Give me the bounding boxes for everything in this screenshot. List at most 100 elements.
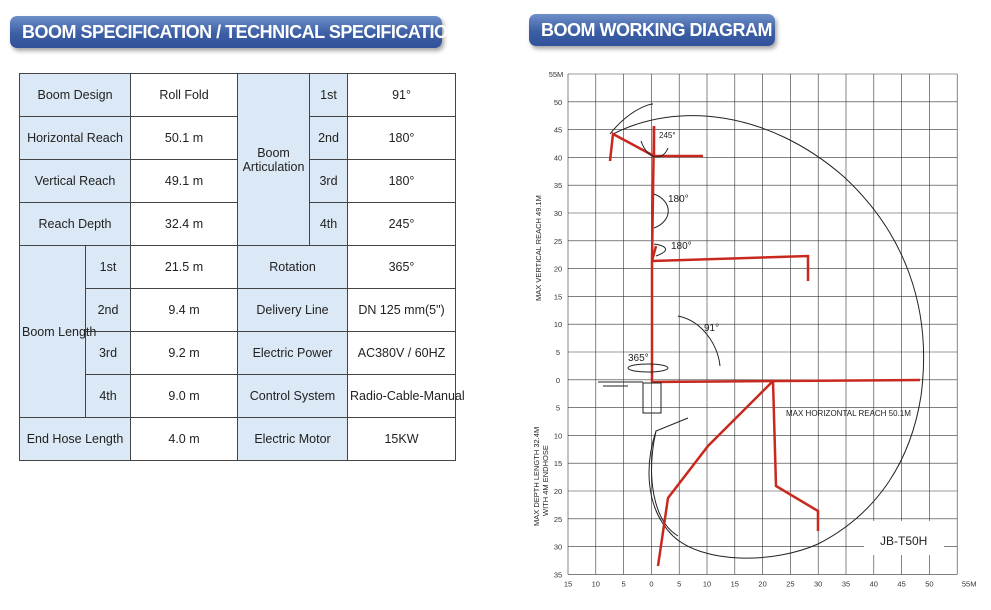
x-tick-label: 5 bbox=[677, 579, 681, 588]
delivery-line-value: DN 125 mm(5") bbox=[347, 288, 457, 332]
base-body bbox=[642, 382, 662, 414]
end-hose-length-label: End Hose Length bbox=[18, 417, 132, 461]
table-row: 4th 9.0 m Control System Radio-Cable-Man… bbox=[20, 374, 465, 418]
boom-length-value-4th: 9.0 m bbox=[130, 374, 239, 418]
angle-label-91: 91° bbox=[704, 323, 719, 334]
diagram-section-header: BOOM WORKING DIAGRAM bbox=[529, 14, 775, 46]
x-tick-label: 5 bbox=[622, 579, 626, 588]
articulation-value-3rd: 180° bbox=[347, 159, 457, 203]
model-label-box bbox=[864, 521, 944, 555]
angle-label-245: 245° bbox=[659, 131, 676, 140]
articulation-section-4th: 4th bbox=[309, 202, 349, 246]
table-row: End Hose Length 4.0 m Electric Motor 15K… bbox=[18, 417, 457, 461]
boom-design-label: Boom Design bbox=[18, 73, 132, 117]
electric-motor-label: Electric Motor bbox=[237, 417, 349, 461]
x-tick-label: 15 bbox=[731, 579, 739, 588]
y-tick-label: 5 bbox=[556, 348, 560, 357]
angle-arc-180-lower bbox=[653, 243, 666, 257]
working-envelope bbox=[612, 115, 925, 559]
boom-articulation-label-line2: Articulation bbox=[242, 159, 305, 174]
boom-length-value-1st: 21.5 m bbox=[130, 245, 239, 289]
boom-horizontal bbox=[651, 378, 921, 384]
boom-20m-arm bbox=[650, 245, 810, 281]
boom-length-value-3rd: 9.2 m bbox=[130, 331, 239, 375]
boom-positions bbox=[608, 125, 921, 567]
articulation-section-1st: 1st bbox=[309, 73, 349, 117]
y-tick-label: 20 bbox=[554, 265, 562, 274]
articulation-section-3rd: 3rd bbox=[309, 159, 349, 203]
max-horizontal-reach-label: MAX HORIZONTAL REACH 50.1M bbox=[786, 409, 911, 418]
boom-length-section-3rd: 3rd bbox=[84, 331, 132, 375]
boom-length-section-2nd: 2nd bbox=[84, 288, 132, 332]
y-tick-label: 30 bbox=[554, 543, 562, 552]
x-tick-label: 15 bbox=[564, 579, 572, 588]
rotation-label: Rotation bbox=[237, 245, 349, 289]
boom-articulation-label: Boom Articulation bbox=[237, 73, 311, 246]
max-depth-label-line2: WITH 4M ENDHOSE bbox=[541, 445, 550, 516]
angle-arc-245 bbox=[640, 140, 669, 158]
boom-length-section-1st: 1st bbox=[84, 245, 132, 289]
horizontal-reach-label: Horizontal Reach bbox=[18, 116, 132, 160]
y-tick-label: 20 bbox=[554, 487, 562, 496]
y-tick-label: 10 bbox=[554, 431, 562, 440]
y-tick-label: 50 bbox=[554, 98, 562, 107]
vertical-reach-value: 49.1 m bbox=[130, 159, 239, 203]
rotation-value: 365° bbox=[347, 245, 457, 289]
table-row: Reach Depth 32.4 m 4th 245° bbox=[18, 202, 457, 246]
diagram-grid bbox=[567, 73, 958, 575]
x-tick-label: 0 bbox=[649, 579, 653, 588]
x-tick-label: 40 bbox=[870, 579, 878, 588]
pump-base-icon bbox=[598, 381, 662, 414]
boom-down-fold bbox=[656, 380, 820, 567]
reach-depth-label: Reach Depth bbox=[18, 202, 132, 246]
control-system-label: Control System bbox=[237, 374, 349, 418]
model-label: JB-T50H bbox=[880, 534, 927, 548]
y-tick-label: 15 bbox=[554, 292, 562, 301]
y-tick-label: 10 bbox=[554, 320, 562, 329]
y-tick-label: 0 bbox=[556, 376, 560, 385]
depth-envelope bbox=[651, 430, 679, 537]
x-tick-label: 10 bbox=[703, 579, 711, 588]
reach-depth-value: 32.4 m bbox=[130, 202, 239, 246]
articulation-section-2nd: 2nd bbox=[309, 116, 349, 160]
boom-upper-fold bbox=[608, 126, 703, 162]
delivery-line-label: Delivery Line bbox=[237, 288, 349, 332]
x-tick-label: 45 bbox=[897, 579, 905, 588]
electric-motor-value: 15KW bbox=[347, 417, 457, 461]
electric-power-label: Electric Power bbox=[237, 331, 349, 375]
table-row: Boom Length 1st 21.5 m Rotation 365° bbox=[19, 245, 457, 418]
angle-label-180-upper: 180° bbox=[668, 194, 689, 205]
x-tick-label: 35 bbox=[842, 579, 850, 588]
electric-power-value: AC380V / 60HZ bbox=[347, 331, 457, 375]
y-tick-label: 45 bbox=[554, 126, 562, 135]
angle-label-365: 365° bbox=[628, 353, 649, 364]
y-axis-top-label: 55M bbox=[549, 70, 564, 79]
boom-length-value-2nd: 9.4 m bbox=[130, 288, 239, 332]
table-row: Boom Design Roll Fold Boom Articulation … bbox=[18, 73, 457, 246]
table-row: Horizontal Reach 50.1 m 2nd 180° bbox=[18, 116, 457, 160]
articulation-value-4th: 245° bbox=[347, 202, 457, 246]
x-tick-label: 10 bbox=[592, 579, 600, 588]
end-hose-length-value: 4.0 m bbox=[130, 417, 239, 461]
table-row: 2nd 9.4 m Delivery Line DN 125 mm(5") bbox=[20, 288, 457, 332]
articulation-value-1st: 91° bbox=[347, 73, 457, 117]
y-tick-label: 25 bbox=[554, 237, 562, 246]
y-tick-label: 40 bbox=[554, 153, 562, 162]
articulation-value-2nd: 180° bbox=[347, 116, 457, 160]
x-tick-label: 50 bbox=[925, 579, 933, 588]
base-outrigger bbox=[598, 381, 643, 387]
rotation-arc-365 bbox=[627, 363, 669, 373]
angle-arc-91 bbox=[677, 315, 721, 367]
boom-length-label: Boom Length bbox=[19, 245, 96, 418]
angle-arc-180-upper bbox=[653, 193, 669, 229]
boom-length-section-4th: 4th bbox=[84, 374, 132, 418]
max-vertical-reach-label: MAX VERTICAL REACH 49.1M bbox=[534, 195, 543, 301]
upper-swing-arc bbox=[609, 103, 654, 135]
y-tick-label: 30 bbox=[554, 209, 562, 218]
spec-table: Boom Design Roll Fold Boom Articulation … bbox=[18, 73, 465, 461]
control-system-value: Radio-Cable-Manual bbox=[347, 374, 465, 418]
spec-section-header: BOOM SPECIFICATION / TECHNICAL SPECIFICA… bbox=[10, 16, 461, 48]
table-row: 3rd 9.2 m Electric Power AC380V / 60HZ bbox=[20, 331, 457, 375]
boom-design-value: Roll Fold bbox=[130, 73, 239, 117]
